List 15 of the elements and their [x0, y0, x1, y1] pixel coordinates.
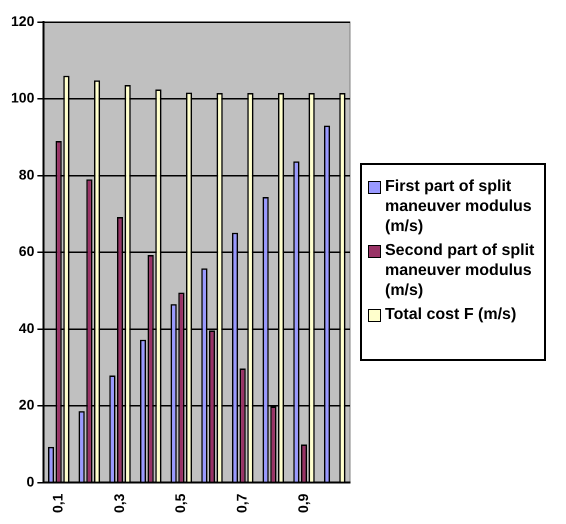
y-tick-label: 60: [18, 243, 35, 260]
x-tick-label: 0,1: [50, 493, 66, 514]
y-tick-label: 20: [18, 396, 35, 413]
legend-label: Second part of split maneuver modulus (m/s): [385, 241, 536, 301]
y-tick-label: 40: [18, 320, 35, 336]
y-tick-label: 120: [11, 12, 35, 29]
y-tick-label: 0: [26, 473, 35, 490]
legend-label: First part of split maneuver modulus (m/s): [385, 177, 533, 237]
y-tick-label: 100: [11, 90, 35, 106]
x-tick-label: 0,5: [172, 493, 188, 514]
y-tick-label: 80: [18, 166, 35, 182]
x-tick-label: 0,3: [110, 493, 127, 514]
x-tick-label: 0,9: [294, 493, 311, 514]
legend-label: Total cost F (m/s): [385, 305, 516, 325]
x-tick-label: 0,7: [234, 493, 250, 514]
